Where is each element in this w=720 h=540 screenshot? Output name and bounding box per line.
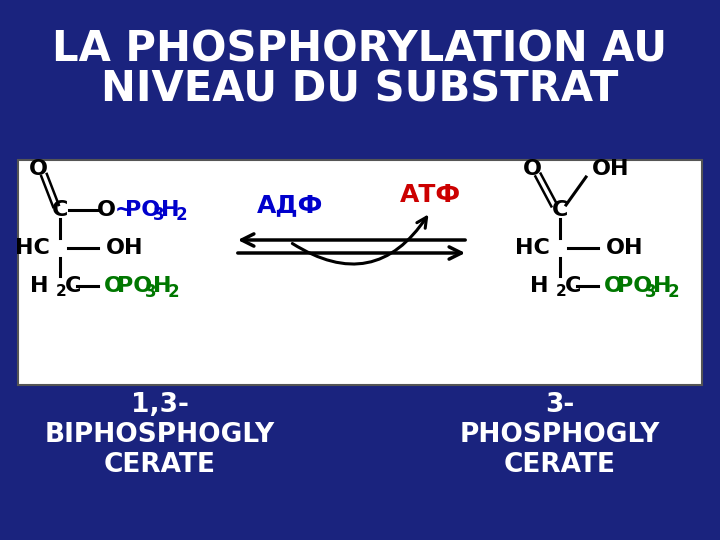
Text: OH: OH — [106, 238, 143, 258]
Text: 3: 3 — [645, 283, 657, 301]
Text: 2: 2 — [168, 283, 179, 301]
Text: C: C — [52, 200, 68, 220]
Text: H: H — [529, 276, 548, 296]
Text: O: O — [523, 159, 541, 179]
Text: HC: HC — [15, 238, 50, 258]
Text: H: H — [30, 276, 48, 296]
Text: HC: HC — [515, 238, 550, 258]
FancyBboxPatch shape — [18, 160, 702, 385]
Text: O: O — [604, 276, 623, 296]
Text: OH: OH — [606, 238, 644, 258]
Text: H: H — [153, 276, 171, 296]
Text: C: C — [552, 200, 568, 220]
Text: PO: PO — [617, 276, 652, 296]
Text: 2: 2 — [56, 285, 67, 300]
Text: C: C — [65, 276, 81, 296]
Text: H: H — [161, 200, 179, 220]
Text: 2: 2 — [668, 283, 680, 301]
Text: PO: PO — [117, 276, 152, 296]
Text: 3-
PHOSPHOGLY
CERATE: 3- PHOSPHOGLY CERATE — [460, 392, 660, 478]
Text: АТФ: АТФ — [400, 183, 461, 207]
Text: АДФ: АДФ — [257, 193, 323, 217]
Text: H: H — [653, 276, 672, 296]
Text: C: C — [565, 276, 581, 296]
Text: 2: 2 — [556, 285, 567, 300]
FancyArrowPatch shape — [292, 217, 426, 264]
Text: ~: ~ — [115, 200, 132, 220]
Text: 1,3-
BIPHOSPHOGLY
CERATE: 1,3- BIPHOSPHOGLY CERATE — [45, 392, 275, 478]
Text: NIVEAU DU SUBSTRAT: NIVEAU DU SUBSTRAT — [102, 69, 618, 111]
Text: LA PHOSPHORYLATION AU: LA PHOSPHORYLATION AU — [53, 29, 667, 71]
Text: 3: 3 — [153, 206, 165, 224]
Text: 2: 2 — [176, 206, 188, 224]
Text: O: O — [104, 276, 123, 296]
Text: O: O — [29, 159, 48, 179]
Text: O: O — [96, 200, 115, 220]
Text: 3: 3 — [145, 283, 157, 301]
Text: OH: OH — [592, 159, 629, 179]
Text: PO: PO — [125, 200, 161, 220]
